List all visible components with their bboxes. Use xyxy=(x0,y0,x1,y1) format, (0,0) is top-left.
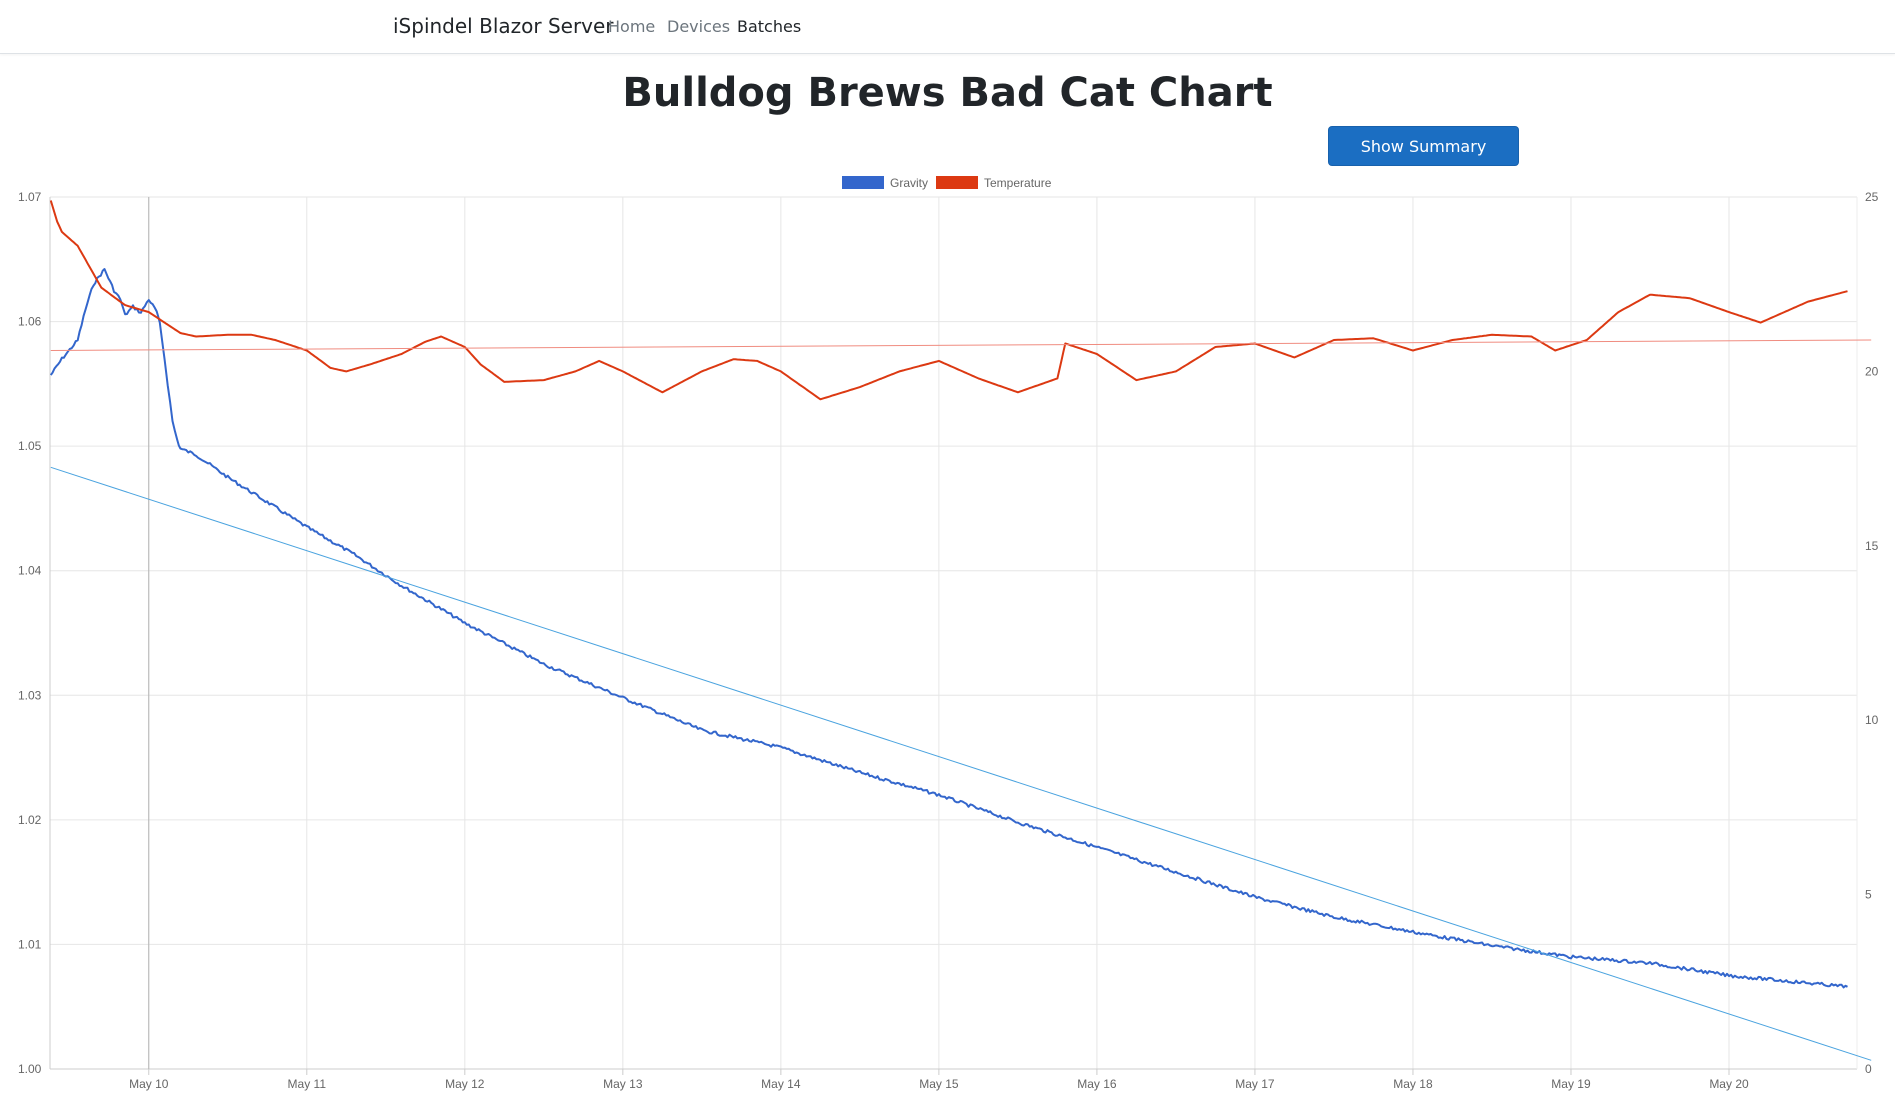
nav-link-home[interactable]: Home xyxy=(608,17,656,36)
y-right-tick-label: 10 xyxy=(1865,713,1879,727)
temperature-series-line xyxy=(49,200,1848,401)
top-navbar: iSpindel Blazor Server Home Devices Batc… xyxy=(0,0,1895,54)
x-tick-label: May 12 xyxy=(445,1077,485,1091)
y-left-tick-label: 1.02 xyxy=(18,813,42,827)
y-right-tick-label: 5 xyxy=(1865,888,1872,902)
y-right-tick-label: 15 xyxy=(1865,539,1879,553)
x-tick-label: May 10 xyxy=(129,1077,169,1091)
gravity-temperature-chart[interactable]: 1.00 1.01 1.02 1.03 1.04 1.05 1.06 1.07 0 5 10 15 20… xyxy=(0,168,1895,1104)
chart-legend[interactable]: Gravity Temperature xyxy=(842,176,1052,190)
chart-series xyxy=(49,200,1872,1061)
legend-label-temperature[interactable]: Temperature xyxy=(984,176,1052,190)
nav-link-devices[interactable]: Devices xyxy=(667,17,731,36)
legend-swatch-gravity xyxy=(842,176,884,189)
y-left-tick-label: 1.00 xyxy=(18,1062,42,1076)
y-left-tick-label: 1.05 xyxy=(18,439,42,453)
temperature-trendline xyxy=(50,339,1872,351)
x-tick-label: May 14 xyxy=(761,1077,801,1091)
x-tick-label: May 19 xyxy=(1551,1077,1591,1091)
y-left-tick-label: 1.01 xyxy=(18,937,42,951)
x-tick-label: May 15 xyxy=(919,1077,959,1091)
y-right-tick-label: 20 xyxy=(1865,364,1879,378)
y-right-tick-label: 25 xyxy=(1865,190,1879,204)
chart-gridlines xyxy=(50,196,1857,1070)
y-left-tick-label: 1.06 xyxy=(18,315,42,329)
chart-axes: 1.00 1.01 1.02 1.03 1.04 1.05 1.06 1.07 0 5 10 15 20… xyxy=(18,190,1879,1091)
x-tick-label: May 11 xyxy=(288,1077,327,1091)
nav-link-batches[interactable]: Batches xyxy=(737,17,802,36)
y-left-tick-label: 1.03 xyxy=(18,688,42,702)
gravity-trendline xyxy=(50,466,1872,1061)
brand-link[interactable]: iSpindel Blazor Server xyxy=(393,14,614,38)
y-left-tick-label: 1.04 xyxy=(18,564,42,578)
x-tick-label: May 20 xyxy=(1709,1077,1749,1091)
y-left-tick-label: 1.07 xyxy=(18,190,42,204)
x-tick-label: May 18 xyxy=(1393,1077,1433,1091)
legend-swatch-temperature xyxy=(936,176,978,189)
show-summary-button[interactable]: Show Summary xyxy=(1328,126,1519,166)
x-tick-label: May 17 xyxy=(1235,1077,1275,1091)
gravity-series-line xyxy=(49,268,1848,989)
x-tick-label: May 13 xyxy=(603,1077,643,1091)
legend-label-gravity[interactable]: Gravity xyxy=(890,176,928,190)
y-right-tick-label: 0 xyxy=(1865,1062,1872,1076)
x-tick-label: May 16 xyxy=(1077,1077,1117,1091)
page-title: Bulldog Brews Bad Cat Chart xyxy=(622,70,1273,116)
